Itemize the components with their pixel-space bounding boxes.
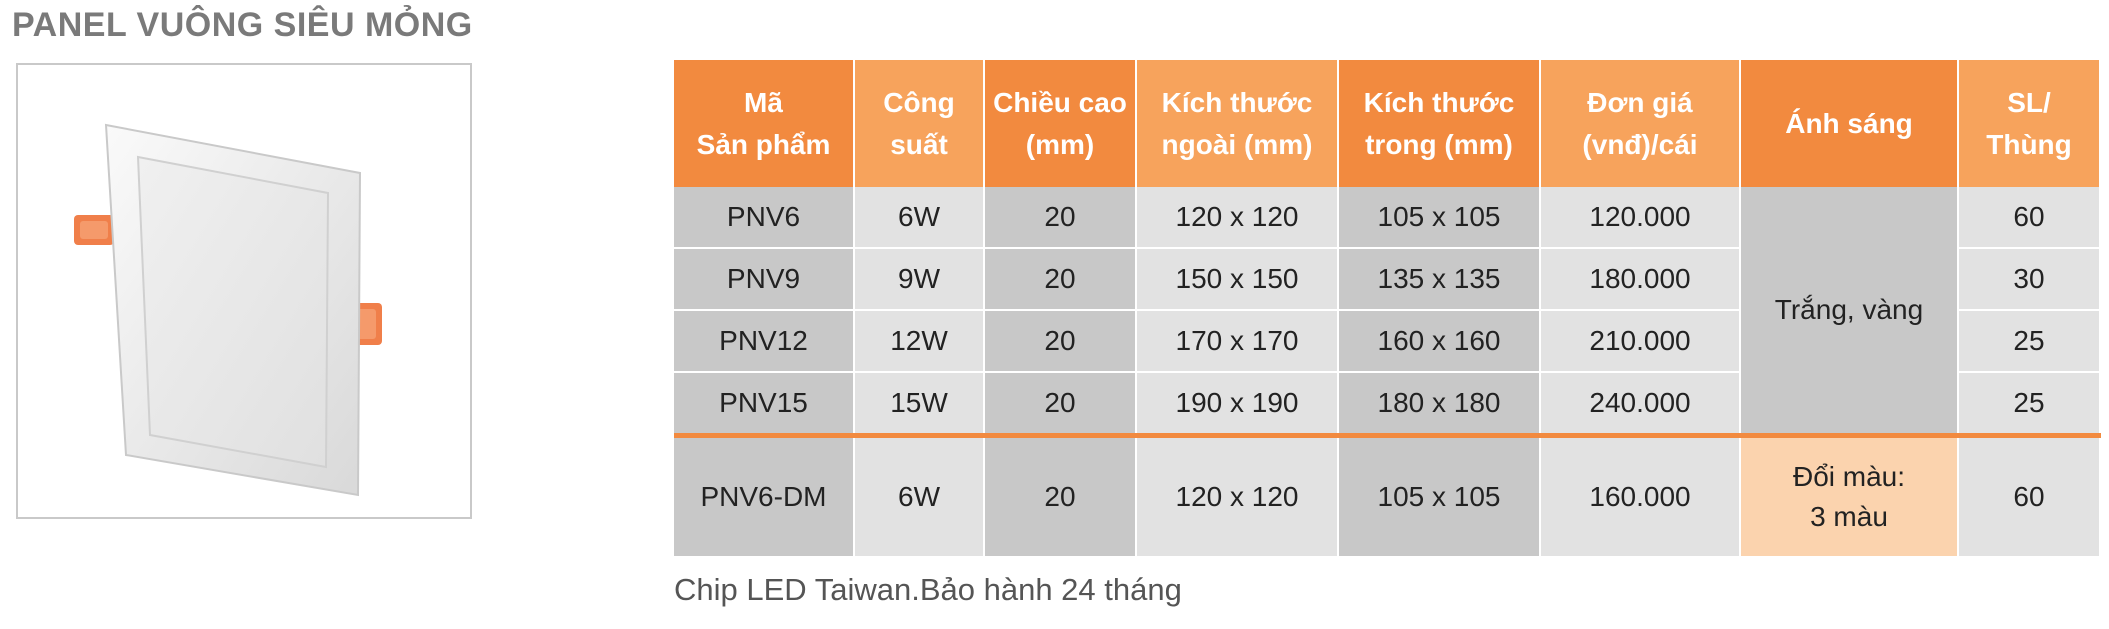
header-inner-size: Kích thước trong (mm) xyxy=(1338,60,1541,187)
cell-height: 20 xyxy=(984,310,1137,373)
table-header-row: Mã Sản phẩm Công suất Chiều cao (mm) Kích t… xyxy=(674,60,2101,187)
cell-code: PNV9 xyxy=(674,248,855,311)
cell-power: 6W xyxy=(854,187,985,249)
table-row: PNV9 9W 20 150 x 150 135 x 135 180.000 3… xyxy=(674,248,2101,311)
cell-price: 180.000 xyxy=(1540,248,1741,311)
table-row: PNV12 12W 20 170 x 170 160 x 160 210.000… xyxy=(674,310,2101,373)
cell-qty: 25 xyxy=(1958,372,2101,438)
cell-power: 9W xyxy=(854,248,985,311)
cell-price: 160.000 xyxy=(1540,435,1741,558)
panel-light-image xyxy=(74,123,382,497)
cell-inner: 135 x 135 xyxy=(1338,248,1541,311)
cell-inner: 105 x 105 xyxy=(1338,187,1541,249)
cell-light-group-1: Trắng, vàng xyxy=(1740,187,1959,438)
cell-height: 20 xyxy=(984,372,1137,438)
cell-power: 12W xyxy=(854,310,985,373)
cell-power: 15W xyxy=(854,372,985,438)
cell-light-group-2: Đổi màu: 3 màu xyxy=(1740,435,1959,558)
cell-height: 20 xyxy=(984,435,1137,558)
header-height: Chiều cao (mm) xyxy=(984,60,1137,187)
header-light-color: Ánh sáng xyxy=(1740,60,1959,187)
cell-height: 20 xyxy=(984,248,1137,311)
cell-outer: 120 x 120 xyxy=(1136,435,1339,558)
cell-price: 210.000 xyxy=(1540,310,1741,373)
cell-code: PNV6-DM xyxy=(674,435,855,558)
cell-inner: 160 x 160 xyxy=(1338,310,1541,373)
price-table: Mã Sản phẩm Công suất Chiều cao (mm) Kích t… xyxy=(674,60,2101,558)
cell-qty: 25 xyxy=(1958,310,2101,373)
header-qty-per-box: SL/Thùng xyxy=(1958,60,2101,187)
cell-qty: 60 xyxy=(1958,435,2101,558)
cell-inner: 105 x 105 xyxy=(1338,435,1541,558)
cell-code: PNV6 xyxy=(674,187,855,249)
cell-outer: 190 x 190 xyxy=(1136,372,1339,438)
cell-price: 120.000 xyxy=(1540,187,1741,249)
cell-outer: 120 x 120 xyxy=(1136,187,1339,249)
cell-outer: 170 x 170 xyxy=(1136,310,1339,373)
cell-inner: 180 x 180 xyxy=(1338,372,1541,438)
cell-qty: 30 xyxy=(1958,248,2101,311)
cell-height: 20 xyxy=(984,187,1137,249)
section-title: PANEL VUÔNG SIÊU MỎNG xyxy=(12,6,473,44)
cell-code: PNV15 xyxy=(674,372,855,438)
cell-power: 6W xyxy=(854,435,985,558)
header-product-code: Mã Sản phẩm xyxy=(674,60,855,187)
cell-qty: 60 xyxy=(1958,187,2101,249)
table-row: PNV6 6W 20 120 x 120 105 x 105 120.000 T… xyxy=(674,187,2101,438)
product-image-frame xyxy=(16,63,472,519)
header-unit-price: Đơn giá (vnđ)/cái xyxy=(1540,60,1741,187)
footnote: Chip LED Taiwan.Bảo hành 24 tháng xyxy=(674,572,1182,607)
cell-code: PNV12 xyxy=(674,310,855,373)
header-power: Công suất xyxy=(854,60,985,187)
header-outer-size: Kích thước ngoài (mm) xyxy=(1136,60,1339,187)
cell-price: 240.000 xyxy=(1540,372,1741,438)
table-row: PNV15 15W 20 190 x 190 180 x 180 240.000… xyxy=(674,372,2101,438)
spring-clip-left xyxy=(74,215,114,245)
table-row: PNV6-DM 6W 20 120 x 120 105 x 105 160.00… xyxy=(674,435,2101,558)
panel-diffuser xyxy=(136,155,330,469)
cell-outer: 150 x 150 xyxy=(1136,248,1339,311)
price-table-container: Mã Sản phẩm Công suất Chiều cao (mm) Kích t… xyxy=(674,60,2101,558)
